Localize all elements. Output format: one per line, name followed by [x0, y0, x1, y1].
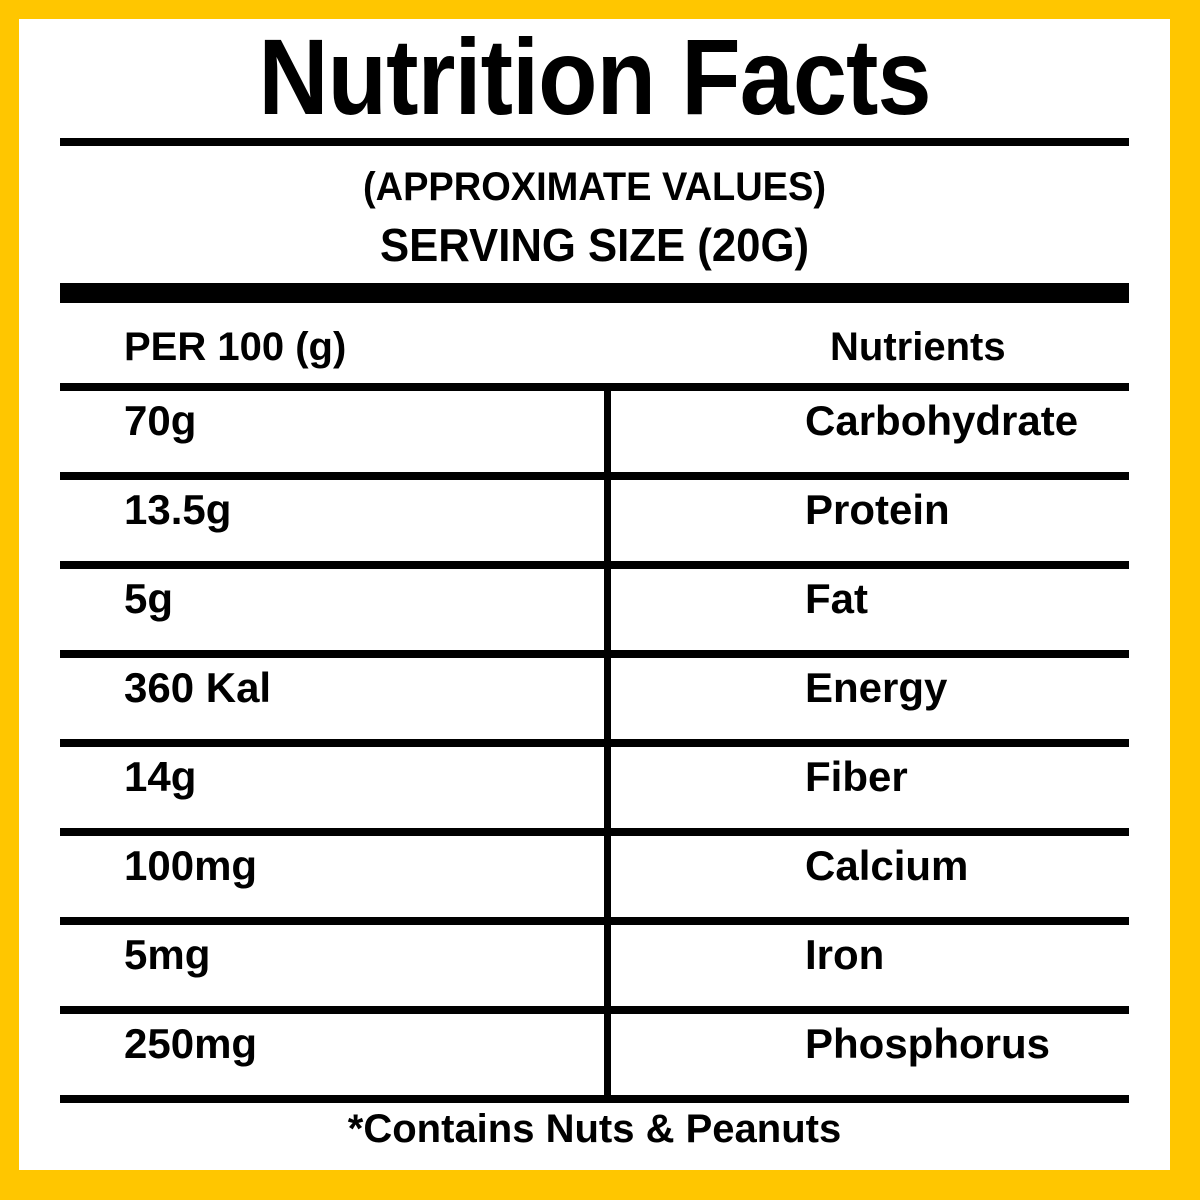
nutrient-name: Iron [805, 931, 885, 978]
nutrient-name: Energy [805, 664, 948, 711]
allergen-footnote: *Contains Nuts & Peanuts [347, 1107, 842, 1151]
nutrient-value: 100mg [124, 842, 258, 889]
table-body: 70g Carbohydrate 13.5g Protein 5g Fat 360 Kal E… [60, 391, 1129, 1103]
serving-size-text: SERVING SIZE (20G) [379, 219, 810, 271]
column-divider [604, 658, 611, 747]
row-separator [60, 1006, 1129, 1014]
column-divider [604, 925, 611, 1014]
title-divider-rule [60, 138, 1129, 146]
nutrient-value: 360 Kal [124, 664, 272, 711]
column-divider [604, 391, 611, 480]
table-row: 5g Fat [60, 569, 1129, 658]
column-divider [604, 480, 611, 569]
column-divider [604, 569, 611, 658]
row-separator [60, 1095, 1129, 1103]
table-row: 360 Kal Energy [60, 658, 1129, 747]
table-row: 14g Fiber [60, 747, 1129, 836]
column-divider [604, 1014, 611, 1103]
nutrient-value: 14g [124, 753, 197, 800]
table-row: 70g Carbohydrate [60, 391, 1129, 480]
column-divider [604, 747, 611, 836]
nutrient-name: Phosphorus [805, 1020, 1051, 1067]
nutrient-value: 13.5g [124, 486, 232, 533]
approximate-values-note: (APPROXIMATE VALUES) [362, 165, 827, 209]
nutrient-value: 5mg [124, 931, 211, 978]
row-separator [60, 383, 1129, 391]
table-row: 5mg Iron [60, 925, 1129, 1014]
label-inner-panel: Nutrition Facts (APPROXIMATE VALUES) SER… [19, 19, 1170, 1170]
row-separator [60, 917, 1129, 925]
nutrient-value: 250mg [124, 1020, 258, 1067]
nutrient-name: Fiber [805, 753, 908, 800]
table-row: 13.5g Protein [60, 480, 1129, 569]
page-title: Nutrition Facts [258, 16, 931, 137]
row-separator [60, 739, 1129, 747]
row-separator [60, 472, 1129, 480]
row-separator [60, 828, 1129, 836]
column-divider [604, 836, 611, 925]
table-row: 250mg Phosphorus [60, 1014, 1129, 1103]
table-header-row: PER 100 (g) Nutrients [60, 315, 1129, 391]
nutrient-name: Protein [805, 486, 950, 533]
nutrition-table: PER 100 (g) Nutrients 70g Carbohydrate 13.… [60, 315, 1129, 1103]
nutrient-value: 5g [124, 575, 174, 622]
nutrient-name: Fat [805, 575, 868, 622]
column-header-nutrients: Nutrients [830, 325, 1006, 369]
nutrient-value: 70g [124, 397, 197, 444]
nutrient-name: Calcium [805, 842, 969, 889]
column-header-per-100g: PER 100 (g) [124, 325, 347, 369]
table-row: 100mg Calcium [60, 836, 1129, 925]
row-separator [60, 650, 1129, 658]
nutrient-name: Carbohydrate [805, 397, 1079, 444]
row-separator [60, 561, 1129, 569]
table-top-thick-rule [60, 283, 1129, 303]
